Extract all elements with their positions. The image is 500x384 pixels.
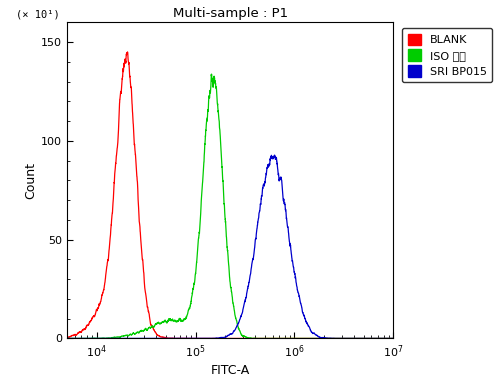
green xyxy=(54,336,60,341)
Legend: BLANK, ISO 多抗, SRI BP015: BLANK, ISO 多抗, SRI BP015 xyxy=(402,28,492,83)
green xyxy=(208,72,214,76)
Y-axis label: Count: Count xyxy=(24,162,37,199)
green xyxy=(392,336,398,341)
red xyxy=(202,336,207,341)
red xyxy=(94,307,100,312)
blue xyxy=(398,336,404,341)
red xyxy=(186,336,192,341)
blue xyxy=(354,336,360,341)
green xyxy=(398,336,404,341)
green xyxy=(201,155,207,160)
blue xyxy=(201,336,207,341)
Title: Multi-sample : P1: Multi-sample : P1 xyxy=(172,7,288,20)
Line: green: green xyxy=(58,74,401,338)
green xyxy=(94,336,100,341)
red xyxy=(354,336,360,341)
Line: blue: blue xyxy=(58,155,401,338)
blue xyxy=(272,153,278,157)
blue xyxy=(94,336,100,341)
red xyxy=(398,336,404,341)
blue xyxy=(392,336,398,341)
Line: red: red xyxy=(58,52,401,338)
red xyxy=(54,336,60,341)
green xyxy=(186,306,192,310)
red xyxy=(124,50,130,54)
red xyxy=(172,336,178,341)
blue xyxy=(186,336,192,341)
blue xyxy=(114,336,120,341)
red xyxy=(392,336,398,341)
green xyxy=(114,335,120,339)
Text: (× 10¹): (× 10¹) xyxy=(16,9,60,19)
blue xyxy=(54,336,60,341)
red xyxy=(114,147,120,152)
X-axis label: FITC-A: FITC-A xyxy=(210,364,250,377)
green xyxy=(354,336,360,341)
